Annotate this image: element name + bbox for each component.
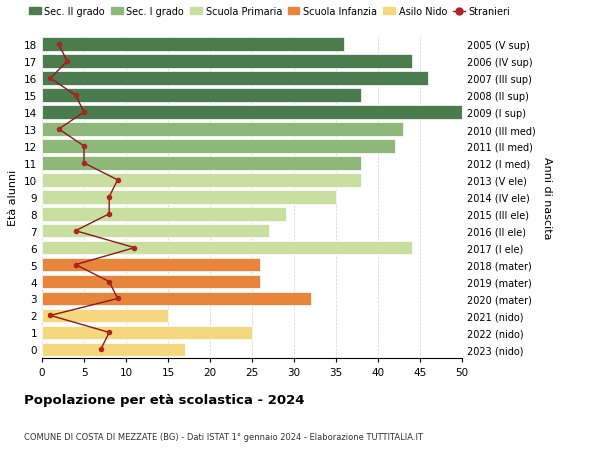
Point xyxy=(54,126,64,134)
Bar xyxy=(42,174,361,187)
Point xyxy=(113,177,122,184)
Point xyxy=(96,346,106,353)
Point xyxy=(71,261,80,269)
Bar xyxy=(42,224,269,238)
Y-axis label: Età alunni: Età alunni xyxy=(8,169,19,225)
Bar xyxy=(42,157,361,170)
Bar xyxy=(42,326,252,339)
Bar xyxy=(42,56,412,69)
Point xyxy=(71,92,80,100)
Bar xyxy=(42,190,336,204)
Point xyxy=(113,295,122,302)
Bar xyxy=(42,258,260,272)
Bar xyxy=(42,123,403,136)
Bar xyxy=(42,275,260,289)
Point xyxy=(79,109,89,117)
Point xyxy=(130,245,139,252)
Point xyxy=(71,228,80,235)
Bar xyxy=(42,292,311,306)
Point xyxy=(104,329,114,336)
Text: COMUNE DI COSTA DI MEZZATE (BG) - Dati ISTAT 1° gennaio 2024 - Elaborazione TUTT: COMUNE DI COSTA DI MEZZATE (BG) - Dati I… xyxy=(24,431,423,441)
Bar xyxy=(42,72,428,86)
Y-axis label: Anni di nascita: Anni di nascita xyxy=(542,156,552,239)
Legend: Sec. II grado, Sec. I grado, Scuola Primaria, Scuola Infanzia, Asilo Nido, Stran: Sec. II grado, Sec. I grado, Scuola Prim… xyxy=(29,7,510,17)
Bar xyxy=(42,343,185,356)
Point xyxy=(79,160,89,167)
Bar xyxy=(42,309,168,323)
Point xyxy=(62,58,72,66)
Bar xyxy=(42,89,361,103)
Point xyxy=(54,41,64,49)
Point xyxy=(46,75,55,83)
Bar xyxy=(42,106,462,120)
Text: Popolazione per età scolastica - 2024: Popolazione per età scolastica - 2024 xyxy=(24,393,305,406)
Point xyxy=(104,211,114,218)
Bar xyxy=(42,39,344,52)
Bar xyxy=(42,207,286,221)
Bar xyxy=(42,140,395,153)
Point xyxy=(46,312,55,319)
Bar xyxy=(42,241,412,255)
Point xyxy=(79,143,89,150)
Point xyxy=(104,278,114,285)
Point xyxy=(104,194,114,201)
